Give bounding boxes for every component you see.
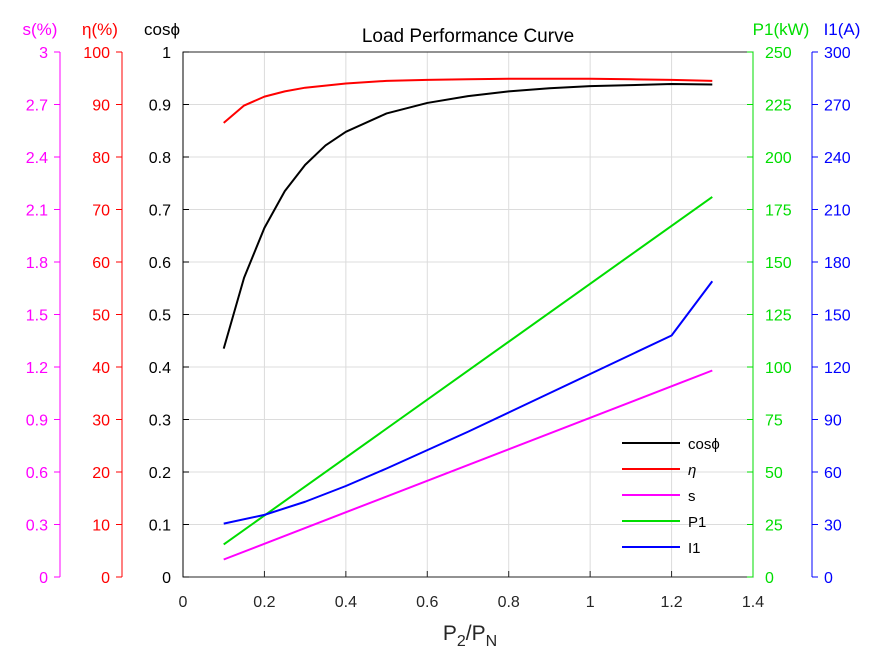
x-tick-label: 1.4 [742, 594, 764, 611]
x-axis-label: P2/PN [443, 622, 497, 650]
series-line-p1 [223, 196, 713, 546]
y-tick-label-i1: 120 [824, 360, 851, 377]
y-tick-label-i1: 300 [824, 45, 851, 62]
y-tick-label-eta: 60 [92, 255, 110, 272]
y-tick-label-cos: 0.9 [149, 98, 171, 115]
y-tick-label-cos: 0 [162, 570, 171, 587]
series-layer [222, 77, 714, 561]
x-tick-label: 0.4 [335, 594, 357, 611]
legend-label: P1 [688, 514, 706, 531]
y-tick-label-i1: 150 [824, 308, 851, 325]
legend-label: η [688, 462, 696, 479]
x-axis-label-text: P2/PN [443, 622, 497, 650]
y-tick-label-i1: 270 [824, 98, 851, 115]
y-tick-label-p1: 250 [765, 45, 792, 62]
y-tick-label-i1: 0 [824, 570, 833, 587]
x-tick-label: 0.8 [498, 594, 520, 611]
y-tick-label-p1: 225 [765, 98, 792, 115]
y-tick-label-i1: 240 [824, 150, 851, 167]
y-tick-label-s: 0 [39, 570, 48, 587]
y-tick-label-cos: 0.3 [149, 413, 171, 430]
y-tick-label-p1: 125 [765, 308, 792, 325]
y-tick-label-i1: 30 [824, 518, 842, 535]
x-tick-label: 0.6 [416, 594, 438, 611]
y-tick-label-i1: 210 [824, 203, 851, 220]
y-tick-label-eta: 10 [92, 518, 110, 535]
y-tick-label-cos: 0.7 [149, 203, 171, 220]
y-tick-label-s: 3 [39, 45, 48, 62]
legend-label: s [688, 488, 696, 505]
series-line-cos [222, 83, 713, 349]
series-line-s [223, 369, 713, 561]
y-tick-label-i1: 90 [824, 413, 842, 430]
axis-title-eta: η(%) [82, 20, 118, 39]
y-tick-label-eta: 80 [92, 150, 110, 167]
axis-title-s: s(%) [23, 20, 58, 39]
chart-title: Load Performance Curve [362, 26, 574, 47]
y-tick-label-eta: 90 [92, 98, 110, 115]
y-tick-label-p1: 0 [765, 570, 774, 587]
y-tick-label-cos: 0.1 [149, 518, 171, 535]
y-tick-label-s: 0.3 [26, 518, 48, 535]
y-tick-label-cos: 0.4 [149, 360, 171, 377]
y-tick-label-s: 1.8 [26, 255, 48, 272]
y-tick-label-p1: 100 [765, 360, 792, 377]
legend: cosϕ ηs P1 I1 [622, 436, 720, 557]
y-tick-label-s: 1.5 [26, 308, 48, 325]
axes: 0 0.2 0.4 0.6 0.8 1 1.2 1.400.30.60.91.21.51.82… [23, 20, 861, 611]
y-tick-label-eta: 20 [92, 465, 110, 482]
y-tick-label-cos: 0.5 [149, 308, 171, 325]
y-tick-label-eta: 100 [83, 45, 110, 62]
y-tick-label-i1: 180 [824, 255, 851, 272]
legend-label: cosϕ [688, 436, 720, 453]
legend-label: I1 [688, 540, 701, 557]
x-tick-label: 1.2 [660, 594, 682, 611]
y-tick-label-p1: 25 [765, 518, 783, 535]
y-tick-label-eta: 0 [101, 570, 110, 587]
y-tick-label-s: 1.2 [26, 360, 48, 377]
axis-title-i1: I1(A) [824, 20, 861, 39]
y-tick-label-cos: 1 [162, 45, 171, 62]
y-tick-label-eta: 50 [92, 308, 110, 325]
y-tick-label-eta: 70 [92, 203, 110, 220]
y-tick-label-s: 2.7 [26, 98, 48, 115]
y-tick-label-eta: 30 [92, 413, 110, 430]
y-tick-label-s: 0.9 [26, 413, 48, 430]
y-tick-label-cos: 0.2 [149, 465, 171, 482]
grid [183, 52, 753, 577]
y-tick-label-eta: 40 [92, 360, 110, 377]
y-tick-label-p1: 175 [765, 203, 792, 220]
y-tick-label-s: 0.6 [26, 465, 48, 482]
y-tick-label-p1: 200 [765, 150, 792, 167]
x-tick-label: 0.2 [253, 594, 275, 611]
axis-title-p1: P1(kW) [753, 20, 810, 39]
y-tick-label-s: 2.1 [26, 203, 48, 220]
series-line-i1 [223, 280, 714, 525]
y-tick-label-p1: 50 [765, 465, 783, 482]
y-tick-label-p1: 150 [765, 255, 792, 272]
y-tick-label-cos: 0.6 [149, 255, 171, 272]
y-tick-label-cos: 0.8 [149, 150, 171, 167]
x-tick-label: 0 [179, 594, 188, 611]
x-tick-label: 1 [586, 594, 595, 611]
y-tick-label-i1: 60 [824, 465, 842, 482]
y-tick-label-s: 2.4 [26, 150, 48, 167]
axis-title-cos: cosϕ [144, 20, 180, 39]
y-tick-label-p1: 75 [765, 413, 783, 430]
series-line-eta [223, 77, 713, 124]
